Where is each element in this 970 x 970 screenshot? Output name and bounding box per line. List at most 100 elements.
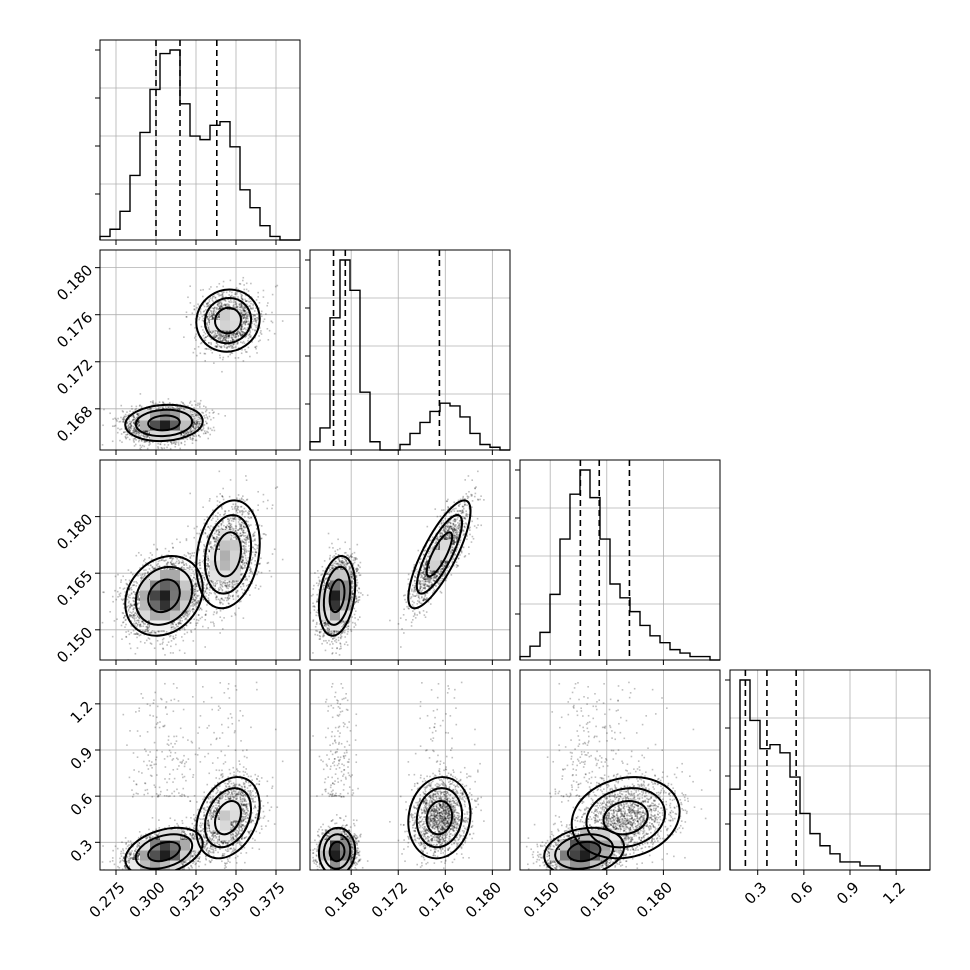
data-point: [218, 336, 221, 339]
data-point: [194, 420, 196, 423]
data-point: [123, 420, 125, 422]
data-point: [160, 446, 163, 449]
data-point: [240, 335, 243, 337]
data-point: [259, 331, 262, 334]
data-point: [199, 422, 202, 425]
data-point: [190, 428, 192, 430]
data-point: [162, 401, 165, 404]
data-point: [216, 334, 219, 337]
data-point: [199, 436, 201, 438]
data-point: [219, 335, 222, 337]
data-point: [204, 336, 207, 339]
data-point: [228, 336, 231, 339]
data-point: [206, 302, 208, 305]
data-point: [262, 296, 265, 298]
data-point: [215, 334, 218, 337]
data-point: [246, 316, 249, 318]
data-point: [193, 573, 196, 576]
data-point: [127, 426, 130, 428]
data-point: [128, 413, 131, 416]
data-point: [216, 318, 219, 321]
data-point: [209, 427, 212, 430]
data-point: [173, 567, 176, 570]
data-point: [205, 347, 208, 350]
data-point: [137, 435, 139, 438]
data-point: [197, 426, 200, 428]
contour-line: [134, 408, 194, 438]
data-point: [136, 422, 139, 425]
data-point: [143, 431, 146, 433]
data-point: [192, 415, 195, 418]
data-point: [254, 320, 257, 322]
data-point: [229, 295, 232, 298]
data-point: [244, 322, 247, 324]
data-point: [195, 426, 198, 429]
data-point: [223, 336, 226, 338]
data-point: [146, 440, 148, 443]
data-point: [155, 408, 157, 411]
data-point: [218, 303, 221, 305]
data-point: [229, 290, 231, 293]
data-point: [243, 306, 246, 308]
data-point: [149, 443, 151, 445]
data-point: [127, 596, 130, 599]
data-point: [195, 412, 197, 414]
data-point: [245, 306, 247, 309]
data-point: [271, 311, 273, 314]
data-point: [224, 330, 227, 333]
histogram-panel-0: [95, 39, 301, 241]
data-point: [221, 335, 223, 337]
data-point: [137, 440, 140, 443]
data-point: [121, 410, 124, 412]
data-point: [238, 303, 240, 306]
data-point: [142, 575, 145, 578]
data-point: [252, 304, 254, 307]
data-point: [222, 295, 224, 298]
data-point: [236, 332, 238, 334]
data-point: [132, 430, 134, 432]
data-point: [190, 413, 193, 416]
data-point: [246, 321, 248, 323]
data-point: [199, 599, 201, 602]
data-point: [207, 318, 210, 320]
data-point: [240, 295, 243, 297]
data-point: [240, 352, 243, 355]
data-point: [206, 335, 209, 338]
data-point: [135, 434, 138, 436]
data-point: [217, 330, 219, 332]
data-point: [243, 314, 246, 316]
data-point: [172, 442, 175, 444]
data-point: [206, 587, 208, 589]
data-point: [205, 308, 207, 311]
data-point: [234, 346, 237, 348]
data-point: [132, 425, 135, 428]
data-point: [221, 293, 224, 296]
data-point: [177, 444, 180, 446]
data-point: [211, 331, 214, 334]
data-point: [211, 316, 214, 318]
data-point: [128, 423, 131, 425]
data-point: [137, 420, 140, 422]
data-point: [235, 306, 238, 309]
data-point: [240, 304, 243, 307]
data-point: [241, 311, 244, 314]
data-point: [205, 302, 208, 305]
data-point: [182, 438, 185, 440]
data-point: [204, 300, 207, 303]
data-point: [218, 334, 221, 337]
data-point: [242, 333, 244, 335]
data-point: [240, 312, 243, 315]
data-point: [199, 289, 202, 291]
data-point: [219, 333, 222, 335]
data-point: [165, 559, 167, 562]
data-point: [136, 413, 138, 415]
data-point: [183, 432, 185, 435]
data-point: [226, 330, 228, 333]
data-point: [240, 330, 243, 333]
data-point: [204, 348, 207, 350]
data-point: [245, 300, 248, 303]
data-point: [137, 420, 140, 422]
data-point: [146, 431, 148, 433]
data-point: [210, 349, 212, 351]
data-point: [130, 425, 133, 427]
